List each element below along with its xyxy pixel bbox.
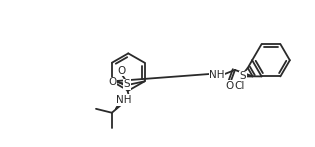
Text: S: S <box>240 71 246 81</box>
Text: O: O <box>225 81 233 91</box>
Text: O: O <box>109 77 117 87</box>
Text: NH: NH <box>209 70 225 80</box>
Text: S: S <box>123 79 130 89</box>
Text: O: O <box>117 66 126 76</box>
Text: NH: NH <box>116 95 131 105</box>
Text: Cl: Cl <box>235 81 245 91</box>
